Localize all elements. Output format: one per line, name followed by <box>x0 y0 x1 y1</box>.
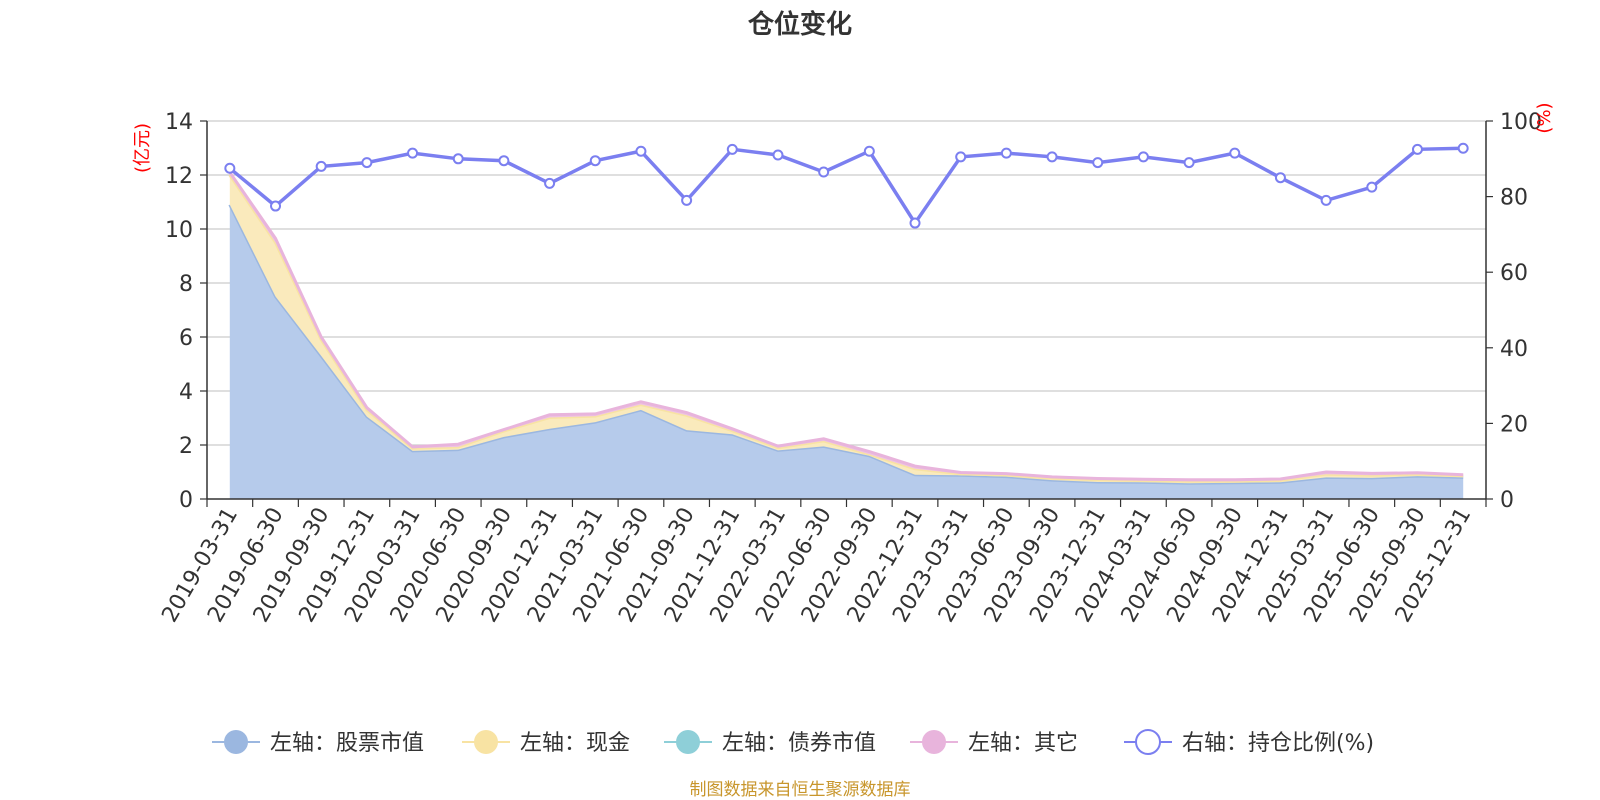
left-axis-tick-label: 0 <box>179 488 193 513</box>
legend-marker <box>676 730 700 754</box>
area-edge-左轴：股票市值 <box>228 204 1464 485</box>
position-ratio-point <box>270 200 282 212</box>
position-ratio-point <box>1320 194 1332 206</box>
right-axis-unit: (%) <box>1534 102 1555 133</box>
right-axis-tick-label: 60 <box>1500 261 1528 286</box>
legend-item: 左轴：其它 <box>910 730 1078 756</box>
position-ratio-point <box>635 145 647 157</box>
position-ratio-point <box>589 155 601 167</box>
legend-marker <box>1135 729 1161 755</box>
legend-label: 左轴：其它 <box>968 731 1078 756</box>
area-layer <box>228 171 1464 499</box>
area-edge-左轴：其它 <box>228 171 1464 482</box>
left-axis-tick-label: 6 <box>179 326 193 351</box>
position-ratio-point <box>1183 157 1195 169</box>
left-axis-tick-label: 2 <box>179 434 193 459</box>
legend-label: 左轴：债券市值 <box>722 731 876 756</box>
right-axis-tick-label: 0 <box>1500 488 1514 513</box>
legend-label: 左轴：股票市值 <box>270 731 424 756</box>
left-axis-unit: (亿元) <box>132 123 153 173</box>
position-ratio-point <box>407 147 419 159</box>
legend-marker <box>474 730 498 754</box>
axes-layer: 024681012140204060801002019-03-312019-06… <box>157 110 1542 627</box>
area-左轴：现金 <box>229 175 1464 484</box>
left-axis-tick-label: 10 <box>165 218 193 243</box>
position-ratio-point <box>224 162 236 174</box>
area-左轴：股票市值 <box>229 204 1464 499</box>
position-ratio-point <box>361 157 373 169</box>
legend-marker <box>922 730 946 754</box>
position-ratio-point <box>1411 143 1423 155</box>
position-ratio-point <box>1092 157 1104 169</box>
position-ratio-point <box>544 177 556 189</box>
right-axis-tick-label: 40 <box>1500 337 1528 362</box>
right-axis-tick-label: 80 <box>1500 186 1528 211</box>
source-note: 制图数据来自恒生聚源数据库 <box>690 780 911 800</box>
legend: 左轴：股票市值 左轴：现金 左轴：债券市值 左轴：其它 右轴：持仓比例(%) <box>212 729 1374 756</box>
position-ratio-point <box>818 166 830 178</box>
legend-item: 右轴：持仓比例(%) <box>1124 729 1374 756</box>
legend-label: 左轴：现金 <box>520 731 630 756</box>
legend-item: 左轴：现金 <box>462 730 630 756</box>
legend-label: 右轴：持仓比例(%) <box>1182 731 1374 756</box>
left-axis-tick-label: 14 <box>165 110 193 135</box>
position-ratio-line <box>228 146 1464 227</box>
legend-marker <box>224 730 248 754</box>
position-ratio-point <box>315 160 327 172</box>
legend-item: 左轴：债券市值 <box>664 730 876 756</box>
area-edge-左轴：现金 <box>228 174 1464 483</box>
position-ratio-point <box>772 149 784 161</box>
position-ratio-point <box>1229 147 1241 159</box>
grid-layer <box>207 120 1486 446</box>
line-layer <box>224 142 1469 229</box>
legend-item: 左轴：股票市值 <box>212 730 424 756</box>
position-ratio-point <box>909 217 921 229</box>
position-ratio-point <box>726 143 738 155</box>
position-ratio-point <box>681 194 693 206</box>
left-axis-tick-label: 8 <box>179 272 193 297</box>
position-ratio-point <box>955 151 967 163</box>
position-ratio-point <box>1000 147 1012 159</box>
area-左轴：其它 <box>229 172 1464 482</box>
position-ratio-point <box>1046 151 1058 163</box>
position-ratio-point <box>863 145 875 157</box>
left-axis-tick-label: 4 <box>179 380 193 405</box>
position-ratio-point <box>1137 151 1149 163</box>
position-ratio-point <box>1457 142 1469 154</box>
left-axis-tick-label: 12 <box>165 164 193 189</box>
position-ratio-point <box>1274 172 1286 184</box>
position-ratio-point <box>498 155 510 167</box>
position-ratio-point <box>1366 181 1378 193</box>
position-ratio-point <box>452 153 464 165</box>
right-axis-tick-label: 20 <box>1500 412 1528 437</box>
right-axis-tick-label: 100 <box>1500 110 1542 135</box>
chart-title: 仓位变化 <box>747 9 852 40</box>
